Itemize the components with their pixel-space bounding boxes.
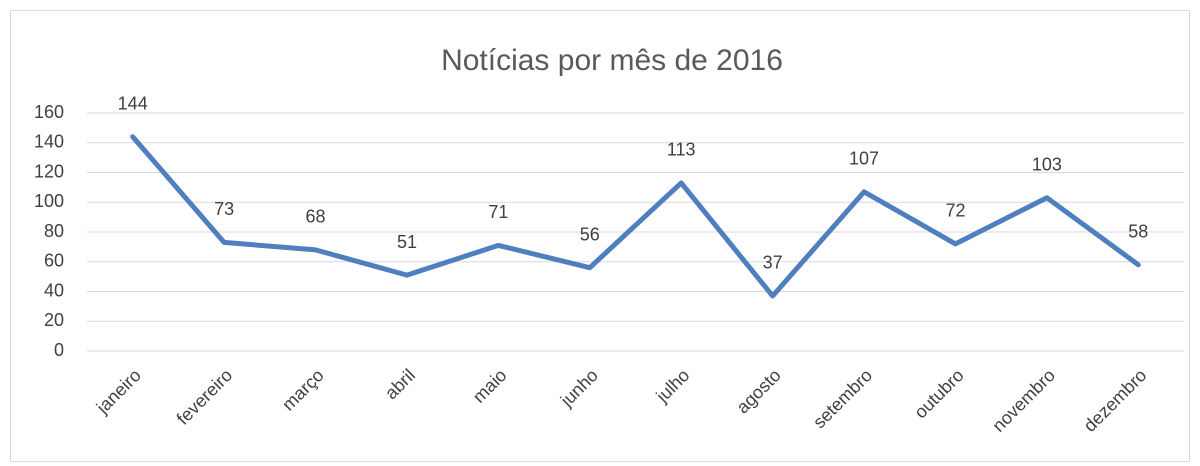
y-tick-label: 100 xyxy=(34,191,64,211)
data-label: 58 xyxy=(1128,221,1148,241)
chart-border xyxy=(10,10,1190,462)
y-tick-label: 140 xyxy=(34,132,64,152)
data-label: 103 xyxy=(1032,155,1062,175)
data-label: 144 xyxy=(118,94,148,114)
data-label: 56 xyxy=(580,224,600,244)
data-label: 72 xyxy=(945,201,965,221)
y-tick-label: 60 xyxy=(44,251,64,271)
y-tick-label: 40 xyxy=(44,280,64,300)
data-label: 51 xyxy=(397,232,417,252)
y-tick-label: 160 xyxy=(34,102,64,122)
y-tick-label: 0 xyxy=(54,340,64,360)
y-tick-label: 20 xyxy=(44,310,64,330)
data-label: 113 xyxy=(667,140,696,160)
data-label: 73 xyxy=(214,199,234,219)
y-tick-label: 80 xyxy=(44,221,64,241)
data-label: 37 xyxy=(763,253,783,273)
data-label: 71 xyxy=(488,202,508,222)
y-tick-label: 120 xyxy=(34,161,64,181)
data-label: 107 xyxy=(849,149,879,169)
data-label: 68 xyxy=(306,207,326,227)
chart-title: Notícias por mês de 2016 xyxy=(441,44,783,77)
data-line xyxy=(130,134,1141,299)
